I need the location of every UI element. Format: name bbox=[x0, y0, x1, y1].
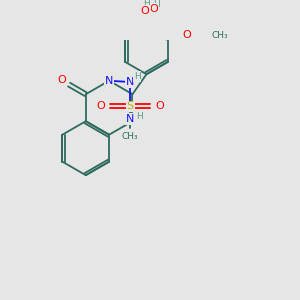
Text: N: N bbox=[126, 77, 134, 87]
Text: N: N bbox=[105, 76, 113, 86]
Text: O: O bbox=[57, 75, 66, 85]
Text: H: H bbox=[143, 0, 150, 8]
Text: CH₃: CH₃ bbox=[211, 31, 228, 40]
Text: H: H bbox=[136, 112, 143, 121]
Text: S: S bbox=[127, 101, 134, 111]
Text: O: O bbox=[141, 5, 150, 16]
Text: O: O bbox=[96, 101, 105, 111]
Text: CH₃: CH₃ bbox=[122, 132, 139, 141]
Text: H: H bbox=[134, 72, 141, 81]
Text: H: H bbox=[153, 0, 160, 9]
Text: O: O bbox=[156, 101, 164, 111]
Text: O: O bbox=[150, 4, 159, 14]
Text: N: N bbox=[126, 114, 134, 124]
Text: O: O bbox=[182, 30, 191, 40]
